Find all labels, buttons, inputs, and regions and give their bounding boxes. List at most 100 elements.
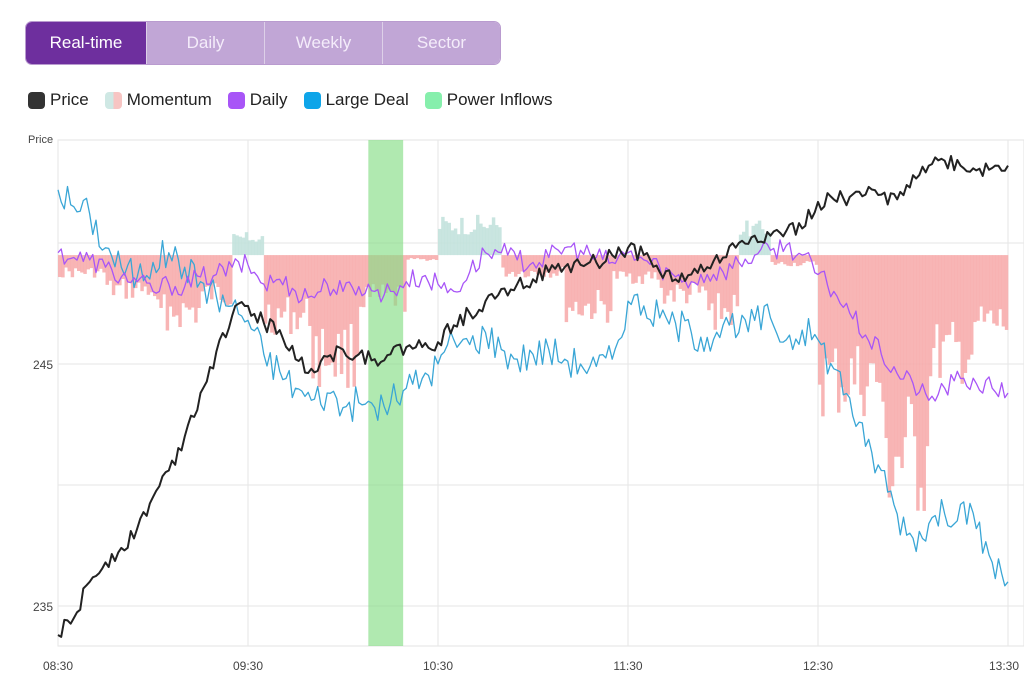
timeframe-tabs: Real-time Daily Weekly Sector — [25, 21, 501, 65]
momentum-bar-negative — [327, 255, 331, 366]
momentum-bar-negative — [954, 255, 958, 343]
legend-item-daily[interactable]: Daily — [227, 90, 288, 110]
momentum-bar-negative — [998, 255, 1002, 310]
momentum-bar-negative — [99, 255, 103, 269]
momentum-bar-negative — [837, 255, 841, 413]
momentum-bar-negative — [723, 255, 727, 309]
momentum-bar-negative — [434, 255, 439, 261]
momentum-bar-negative — [919, 255, 923, 488]
momentum-bar-negative — [824, 255, 828, 359]
momentum-bar-negative — [789, 255, 793, 267]
momentum-bar-negative — [814, 255, 819, 265]
momentum-bar-negative — [343, 255, 347, 330]
momentum-bar-positive — [254, 241, 258, 256]
momentum-bar-negative — [944, 255, 949, 336]
momentum-bar-negative — [805, 255, 809, 262]
momentum-bar-negative — [672, 255, 676, 302]
momentum-bar-negative — [507, 255, 512, 274]
momentum-bar-negative — [634, 255, 638, 283]
legend-item-momentum[interactable]: Momentum — [104, 90, 212, 110]
momentum-bar-positive — [757, 220, 762, 256]
momentum-bar-negative — [406, 255, 410, 260]
momentum-bar-negative — [995, 255, 999, 326]
momentum-bar-negative — [197, 255, 201, 308]
momentum-bar-negative — [80, 255, 84, 273]
series-lines — [57, 155, 1009, 638]
momentum-bar-negative — [162, 255, 166, 295]
momentum-bar-negative — [73, 255, 78, 269]
momentum-bar-negative — [206, 255, 211, 287]
momentum-bar-negative — [852, 255, 857, 385]
momentum-bar-negative — [890, 255, 895, 487]
momentum-bar-negative — [976, 255, 980, 321]
momentum-bar-negative — [308, 255, 312, 326]
momentum-bar-positive — [748, 236, 752, 256]
legend-item-power-inflows[interactable]: Power Inflows — [424, 90, 553, 110]
legend-item-large-deal[interactable]: Large Deal — [303, 90, 409, 110]
power-inflows-bands — [368, 140, 404, 646]
momentum-bar-positive — [472, 229, 477, 256]
x-tick-label: 10:30 — [423, 659, 453, 673]
tab-sector[interactable]: Sector — [382, 22, 500, 64]
momentum-bar-negative — [311, 255, 315, 379]
momentum-bar-negative — [282, 255, 287, 312]
momentum-bar-negative — [324, 255, 328, 366]
momentum-bar-negative — [786, 255, 790, 266]
momentum-bar-negative — [913, 255, 917, 437]
x-tick-label: 09:30 — [233, 659, 263, 673]
momentum-bar-negative — [583, 255, 588, 306]
momentum-bar-negative — [355, 255, 360, 355]
momentum-bar-negative — [178, 255, 182, 328]
momentum-bar-negative — [127, 255, 132, 283]
momentum-bar-negative — [149, 255, 154, 293]
momentum-bar-negative — [586, 255, 591, 304]
legend-item-price[interactable]: Price — [28, 90, 89, 110]
tab-daily[interactable]: Daily — [146, 22, 264, 64]
momentum-bar-positive — [244, 232, 249, 256]
momentum-bar-negative — [194, 255, 198, 323]
momentum-bar-negative — [165, 255, 170, 331]
momentum-bar-negative — [637, 255, 641, 277]
y-axis-title: Price — [28, 134, 53, 146]
momentum-bar-negative — [286, 255, 290, 298]
momentum-bar-negative — [704, 255, 708, 291]
momentum-bar-negative — [146, 255, 151, 295]
x-tick-label: 08:30 — [43, 659, 73, 673]
momentum-bar-negative — [691, 255, 695, 283]
momentum-bar-negative — [105, 255, 109, 285]
momentum-bar-positive — [738, 234, 743, 256]
momentum-bar-negative — [83, 255, 87, 274]
legend-label-momentum: Momentum — [126, 90, 212, 109]
momentum-bar-negative — [830, 255, 835, 363]
momentum-bar-negative — [422, 255, 426, 260]
momentum-bar-negative — [795, 255, 800, 267]
momentum-bar-negative — [909, 255, 914, 405]
momentum-bar-positive — [235, 235, 239, 256]
momentum-bar-positive — [498, 227, 502, 256]
legend-swatch-power-inflows — [424, 91, 442, 109]
momentum-bar-negative — [210, 255, 214, 300]
momentum-bar-negative — [681, 255, 686, 291]
momentum-bar-negative — [970, 255, 974, 355]
momentum-bar-negative — [339, 255, 344, 375]
momentum-bar-negative — [545, 255, 550, 273]
momentum-bar-negative — [935, 255, 939, 325]
momentum-bar-negative — [599, 255, 603, 302]
momentum-bar-positive — [466, 234, 470, 256]
momentum-bar-positive — [491, 217, 496, 256]
tab-real-time[interactable]: Real-time — [26, 22, 146, 64]
momentum-bar-negative — [561, 255, 565, 268]
momentum-bar-negative — [840, 255, 844, 388]
momentum-bar-negative — [675, 255, 679, 285]
x-tick-label: 12:30 — [803, 659, 833, 673]
momentum-bar-negative — [846, 255, 850, 395]
momentum-bar-negative — [77, 255, 81, 272]
x-tick-label: 11:30 — [613, 659, 642, 673]
momentum-bar-negative — [593, 255, 597, 314]
momentum-bar-negative — [70, 255, 75, 278]
momentum-bar-negative — [349, 255, 353, 325]
momentum-bar-negative — [609, 255, 613, 312]
tab-weekly[interactable]: Weekly — [264, 22, 382, 64]
momentum-bar-negative — [827, 255, 831, 365]
momentum-bar-negative — [856, 255, 860, 347]
